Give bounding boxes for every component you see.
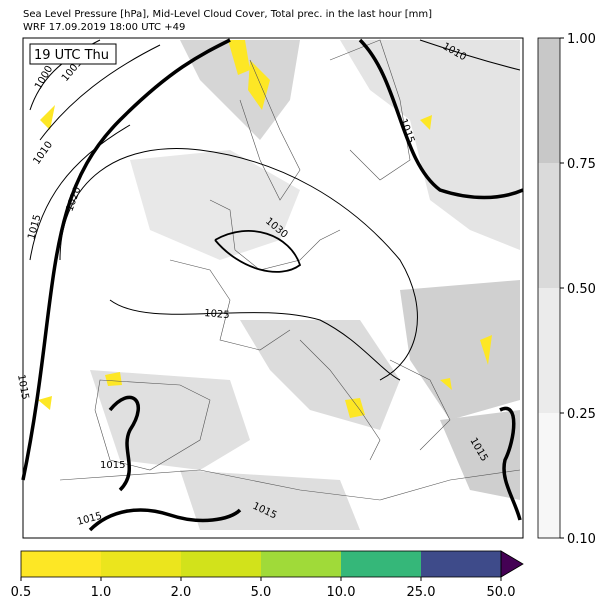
colorbar-segment — [341, 551, 421, 577]
colorbar-segment — [538, 38, 560, 163]
colorbar-segment — [181, 551, 261, 577]
colorbar-tick-label: 0.10 — [567, 532, 596, 547]
colorbar-segment — [538, 288, 560, 413]
colorbar-tick-label: 0.25 — [567, 407, 596, 422]
subtitle: WRF 17.09.2019 18:00 UTC +49 — [23, 22, 185, 33]
isobar-label: 1025 — [204, 308, 230, 321]
colorbar-tick-label: 10.0 — [327, 585, 356, 600]
precipitation — [38, 40, 492, 418]
time-label-box — [29, 43, 117, 65]
colorbar-tick-label: 0.50 — [567, 282, 596, 297]
colorbar-tick-label: 2.0 — [171, 585, 192, 600]
colorbar-tick-label: 0.75 — [567, 157, 596, 172]
isobars — [21, 38, 524, 532]
colorbar-tick-label: 1.00 — [567, 32, 596, 47]
colorbar-tick-label: 50.0 — [487, 585, 516, 600]
time-label: 19 UTC Thu — [34, 48, 109, 63]
title: Sea Level Pressure [hPa], Mid-Level Clou… — [23, 9, 432, 20]
isobar-label: 1015 — [100, 460, 125, 471]
colorbar-segment — [101, 551, 181, 577]
colorbar-tick-label: 1.0 — [91, 585, 112, 600]
colorbar-frame — [537, 37, 561, 539]
precip-colorbar: 0.5 1.0 2.0 5.0 10.0 25.0 50.0 — [11, 550, 524, 600]
cloud-colorbar: 0.10 0.25 0.50 0.75 1.00 — [537, 32, 596, 547]
colorbar-tick-label: 25.0 — [407, 585, 436, 600]
colorbar-tick-label: 0.5 — [11, 585, 32, 600]
colorbar-segment — [21, 551, 101, 577]
colorbar-segment — [261, 551, 341, 577]
coastlines — [59, 39, 521, 501]
colorbar-segment — [421, 551, 501, 577]
map: 1000 1005 1010 1015 1020 1025 1030 1010 … — [15, 37, 524, 539]
colorbar-segment — [538, 413, 560, 538]
colorbar-extend — [500, 550, 524, 578]
colorbar-segment — [538, 163, 560, 288]
colorbar-tick-label: 5.0 — [251, 585, 272, 600]
map-frame — [22, 37, 524, 539]
